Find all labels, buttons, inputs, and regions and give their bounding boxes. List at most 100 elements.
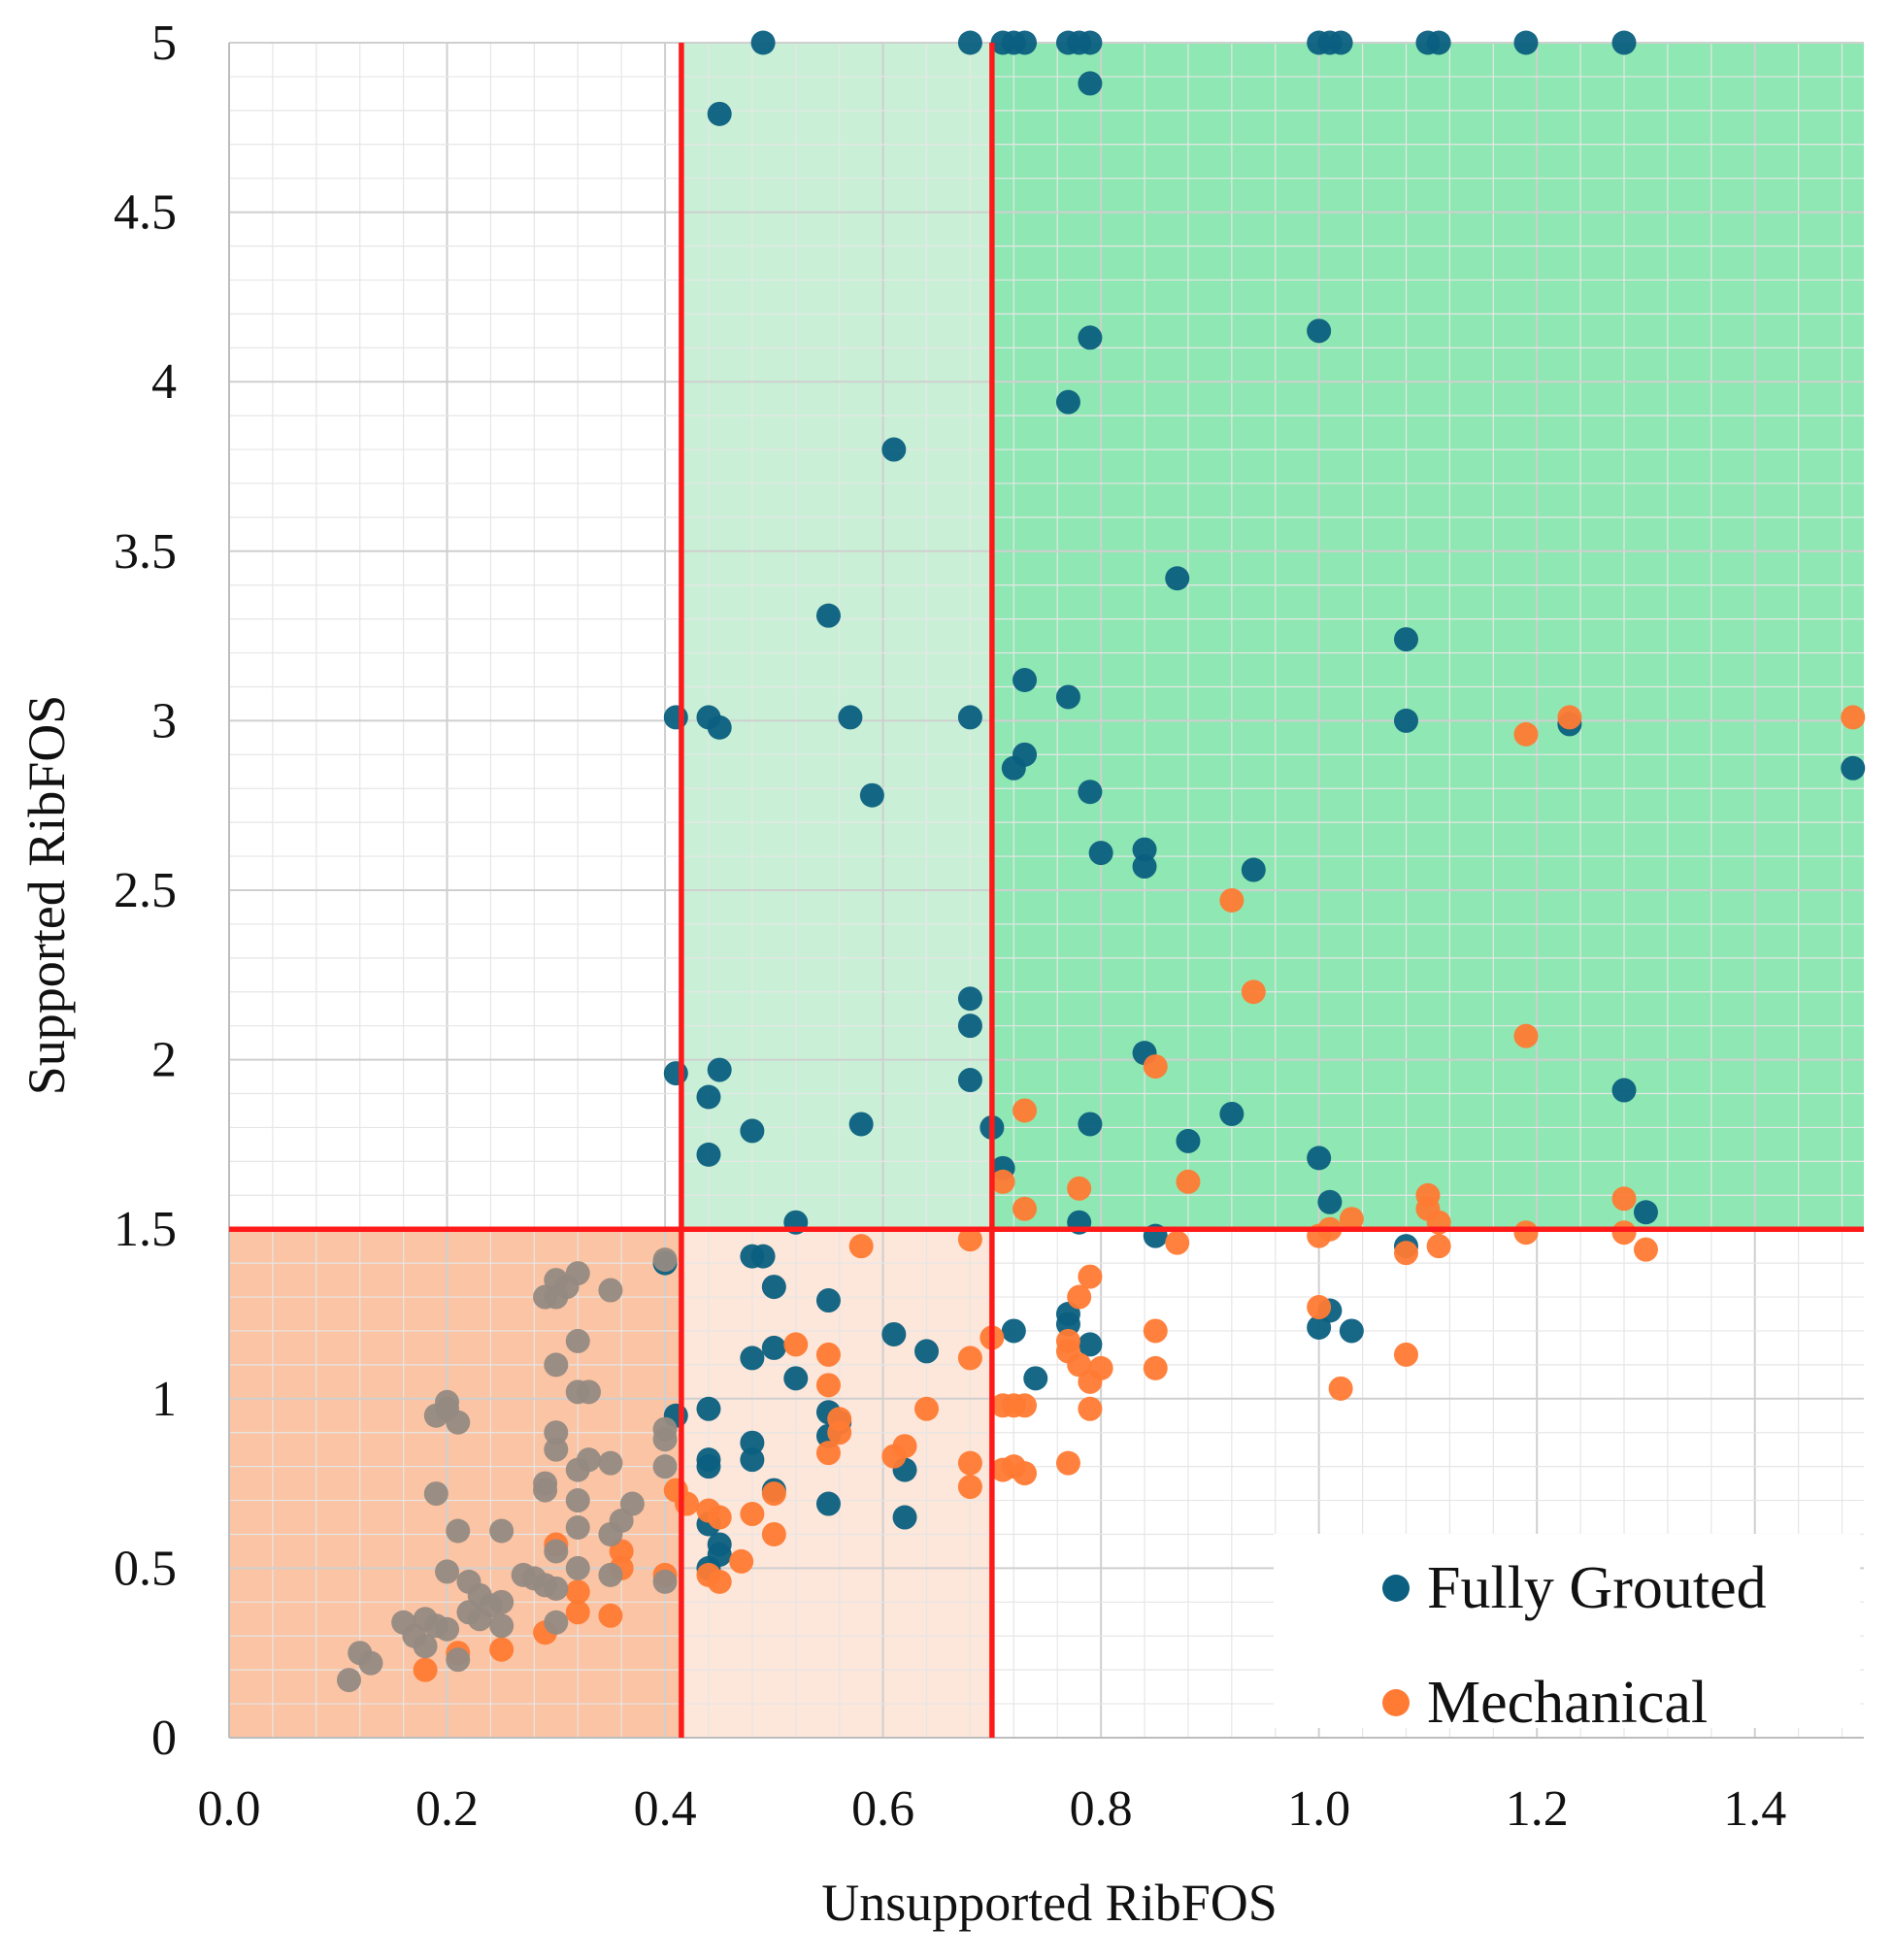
- data-point: [1165, 1230, 1190, 1255]
- data-point: [1067, 1176, 1092, 1201]
- data-point: [1557, 705, 1582, 730]
- data-point: [1513, 721, 1539, 747]
- legend-label: Fully Grouted: [1427, 1555, 1767, 1621]
- data-point: [696, 1084, 721, 1110]
- data-point: [358, 1650, 383, 1676]
- data-point: [489, 1589, 514, 1614]
- y-tick-label: 4: [151, 354, 177, 410]
- data-point: [761, 1335, 786, 1360]
- data-point: [848, 1234, 874, 1259]
- data-point: [1611, 1220, 1637, 1246]
- data-point: [1393, 708, 1418, 733]
- data-point: [815, 1373, 841, 1398]
- data-point: [990, 1169, 1015, 1194]
- data-point: [1611, 30, 1637, 55]
- threshold-lines: [229, 43, 1864, 1738]
- legend-box: [1274, 1534, 1860, 1728]
- data-point: [881, 1321, 907, 1346]
- data-point: [740, 1118, 765, 1144]
- data-point: [1611, 1186, 1637, 1212]
- data-point: [1339, 1318, 1364, 1344]
- legend-marker: [1382, 1575, 1410, 1602]
- data-point: [1611, 1078, 1637, 1103]
- data-point: [957, 1475, 982, 1500]
- data-point: [1307, 1295, 1332, 1320]
- data-point: [565, 1457, 590, 1482]
- data-point: [565, 1555, 590, 1580]
- x-tick-label: 0.8: [1070, 1781, 1133, 1837]
- data-point: [1393, 627, 1418, 652]
- data-point: [1513, 1023, 1539, 1048]
- data-point: [423, 1403, 448, 1428]
- data-point: [435, 1559, 460, 1584]
- y-tick-labels: 0 0.5 1 1.5 2 2.5 3 3.5 4 4.5 5: [114, 16, 177, 1766]
- x-tick-label: 1.4: [1723, 1781, 1786, 1837]
- region-3: [680, 1229, 992, 1738]
- data-point: [1023, 1366, 1048, 1391]
- data-point: [489, 1613, 514, 1639]
- data-point: [489, 1637, 514, 1662]
- data-point: [1001, 1318, 1026, 1344]
- y-tick-label: 4.5: [114, 185, 177, 241]
- data-point: [544, 1610, 569, 1635]
- data-point: [1633, 1237, 1658, 1262]
- data-point: [815, 1288, 841, 1313]
- y-tick-label: 2: [151, 1033, 177, 1088]
- data-point: [652, 1427, 678, 1452]
- data-point: [1426, 1234, 1451, 1259]
- data-point: [1176, 1128, 1201, 1153]
- x-axis-label: Unsupported RibFOS: [821, 1874, 1278, 1932]
- threshold-regions: [229, 43, 1864, 1738]
- data-point: [544, 1539, 569, 1564]
- data-point: [1078, 30, 1103, 55]
- data-point: [696, 1142, 721, 1167]
- data-point: [576, 1379, 601, 1405]
- data-point: [1176, 1169, 1201, 1194]
- data-point: [1078, 1112, 1103, 1137]
- data-points: [336, 30, 1866, 1693]
- data-point: [652, 1247, 678, 1273]
- y-axis-label: Supported RibFOS: [17, 695, 76, 1096]
- data-point: [446, 1518, 471, 1544]
- data-point: [827, 1420, 852, 1445]
- x-tick-label: 0.0: [198, 1781, 261, 1837]
- data-point: [652, 1569, 678, 1594]
- data-point: [598, 1562, 623, 1587]
- legend-marker: [1382, 1689, 1410, 1716]
- data-point: [1841, 755, 1866, 781]
- data-point: [1393, 1342, 1418, 1367]
- data-point: [696, 1454, 721, 1479]
- data-point: [707, 714, 732, 740]
- data-point: [1012, 1196, 1038, 1221]
- data-point: [881, 437, 907, 462]
- data-point: [1012, 667, 1038, 692]
- data-point: [675, 1491, 700, 1516]
- data-point: [565, 1579, 590, 1605]
- data-point: [957, 1068, 982, 1093]
- data-point: [1165, 566, 1190, 591]
- legend: Fully Grouted Mechanical: [1274, 1534, 1860, 1736]
- data-point: [957, 1013, 982, 1039]
- data-point: [1055, 1312, 1080, 1337]
- data-point: [892, 1505, 917, 1530]
- data-point: [1132, 854, 1157, 880]
- data-point: [707, 101, 732, 126]
- data-point: [1393, 1241, 1418, 1266]
- data-point: [740, 1345, 765, 1371]
- data-point: [1143, 1054, 1168, 1080]
- data-point: [565, 1328, 590, 1353]
- data-point: [544, 1420, 569, 1445]
- data-point: [413, 1634, 438, 1659]
- data-point: [1055, 1450, 1080, 1476]
- data-point: [707, 1569, 732, 1594]
- data-point: [815, 1491, 841, 1516]
- data-point: [1513, 30, 1539, 55]
- y-tick-label: 0: [151, 1711, 177, 1766]
- data-point: [1339, 1207, 1364, 1232]
- data-point: [1219, 887, 1245, 913]
- data-point: [740, 1447, 765, 1473]
- data-point: [1078, 780, 1103, 805]
- data-point: [598, 1603, 623, 1628]
- data-point: [1055, 684, 1080, 710]
- data-point: [598, 1521, 623, 1546]
